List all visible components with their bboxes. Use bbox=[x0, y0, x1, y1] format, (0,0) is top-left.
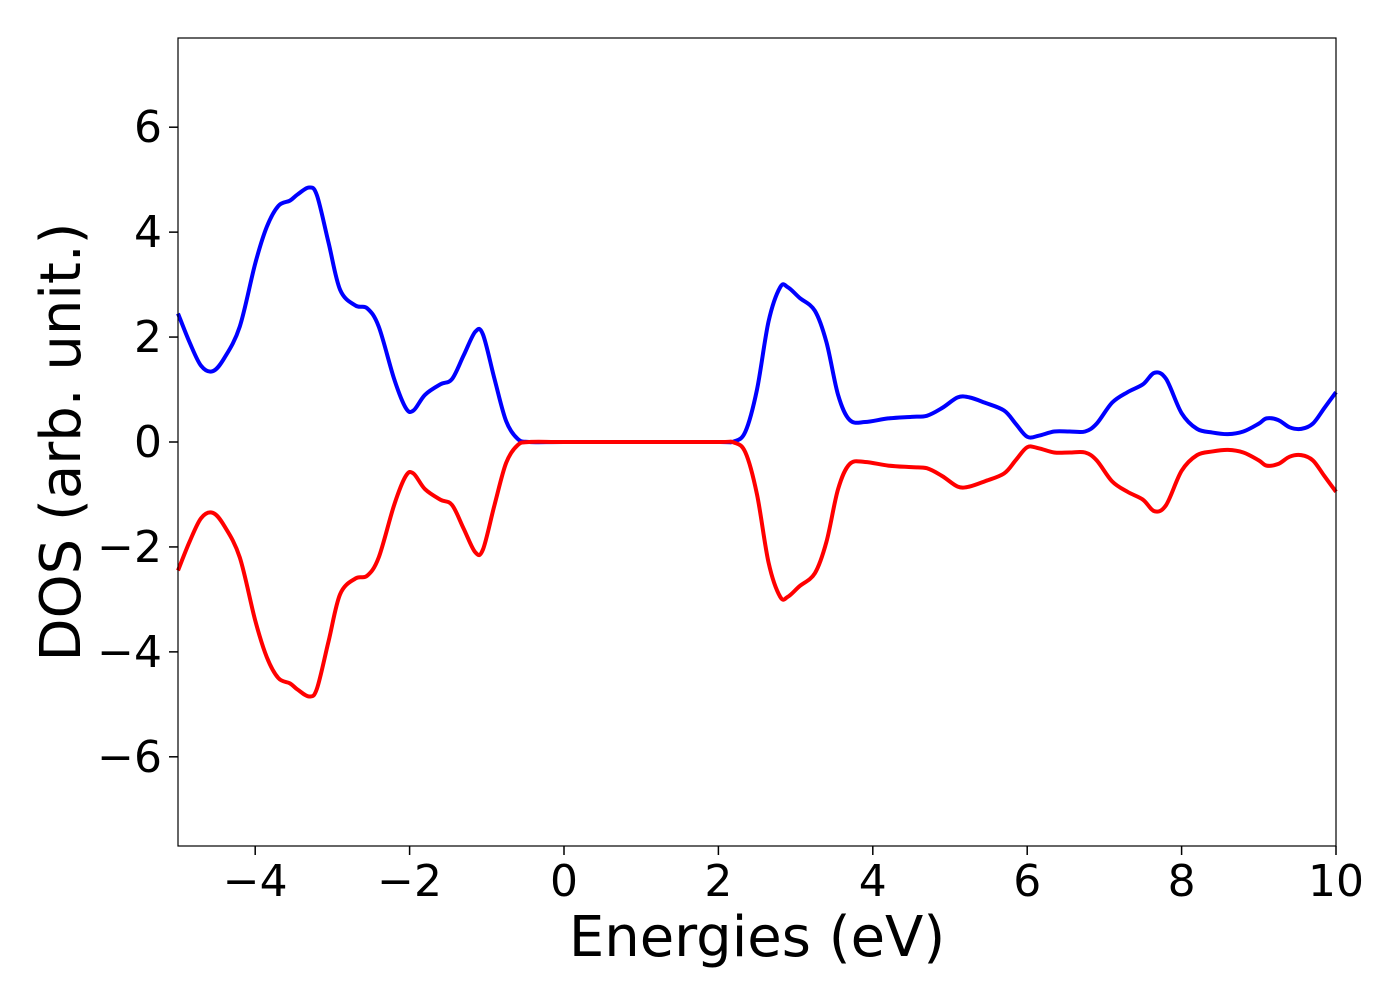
x-tick-label: 6 bbox=[1013, 856, 1041, 907]
y-tick-label: −2 bbox=[97, 522, 162, 573]
x-tick-label: 0 bbox=[550, 856, 578, 907]
dos-line-blue bbox=[176, 185, 1338, 445]
series-layer bbox=[176, 185, 1338, 699]
x-tick-label: 10 bbox=[1308, 856, 1364, 907]
y-axis-label: DOS (arb. unit.) bbox=[29, 222, 94, 661]
ticks-layer: −4 −2 0 2 4 6 8 10 −6 −4 −2 0 2 4 6 bbox=[97, 102, 1364, 907]
x-tick-label: −4 bbox=[223, 856, 288, 907]
y-tick-label: 0 bbox=[134, 417, 162, 468]
y-tick-label: 4 bbox=[134, 207, 162, 258]
y-tick-label: −6 bbox=[97, 732, 162, 783]
x-tick-label: 2 bbox=[704, 856, 732, 907]
x-tick-label: −2 bbox=[377, 856, 442, 907]
x-tick-label: 4 bbox=[859, 856, 887, 907]
y-tick-label: 2 bbox=[134, 312, 162, 363]
plot-area-frame bbox=[177, 37, 1337, 847]
x-tick-label: 8 bbox=[1168, 856, 1196, 907]
y-tick-label: 6 bbox=[134, 102, 162, 153]
x-axis-label: Energies (eV) bbox=[569, 905, 945, 970]
dos-line-red bbox=[176, 439, 1338, 699]
y-tick-label: −4 bbox=[97, 627, 162, 678]
